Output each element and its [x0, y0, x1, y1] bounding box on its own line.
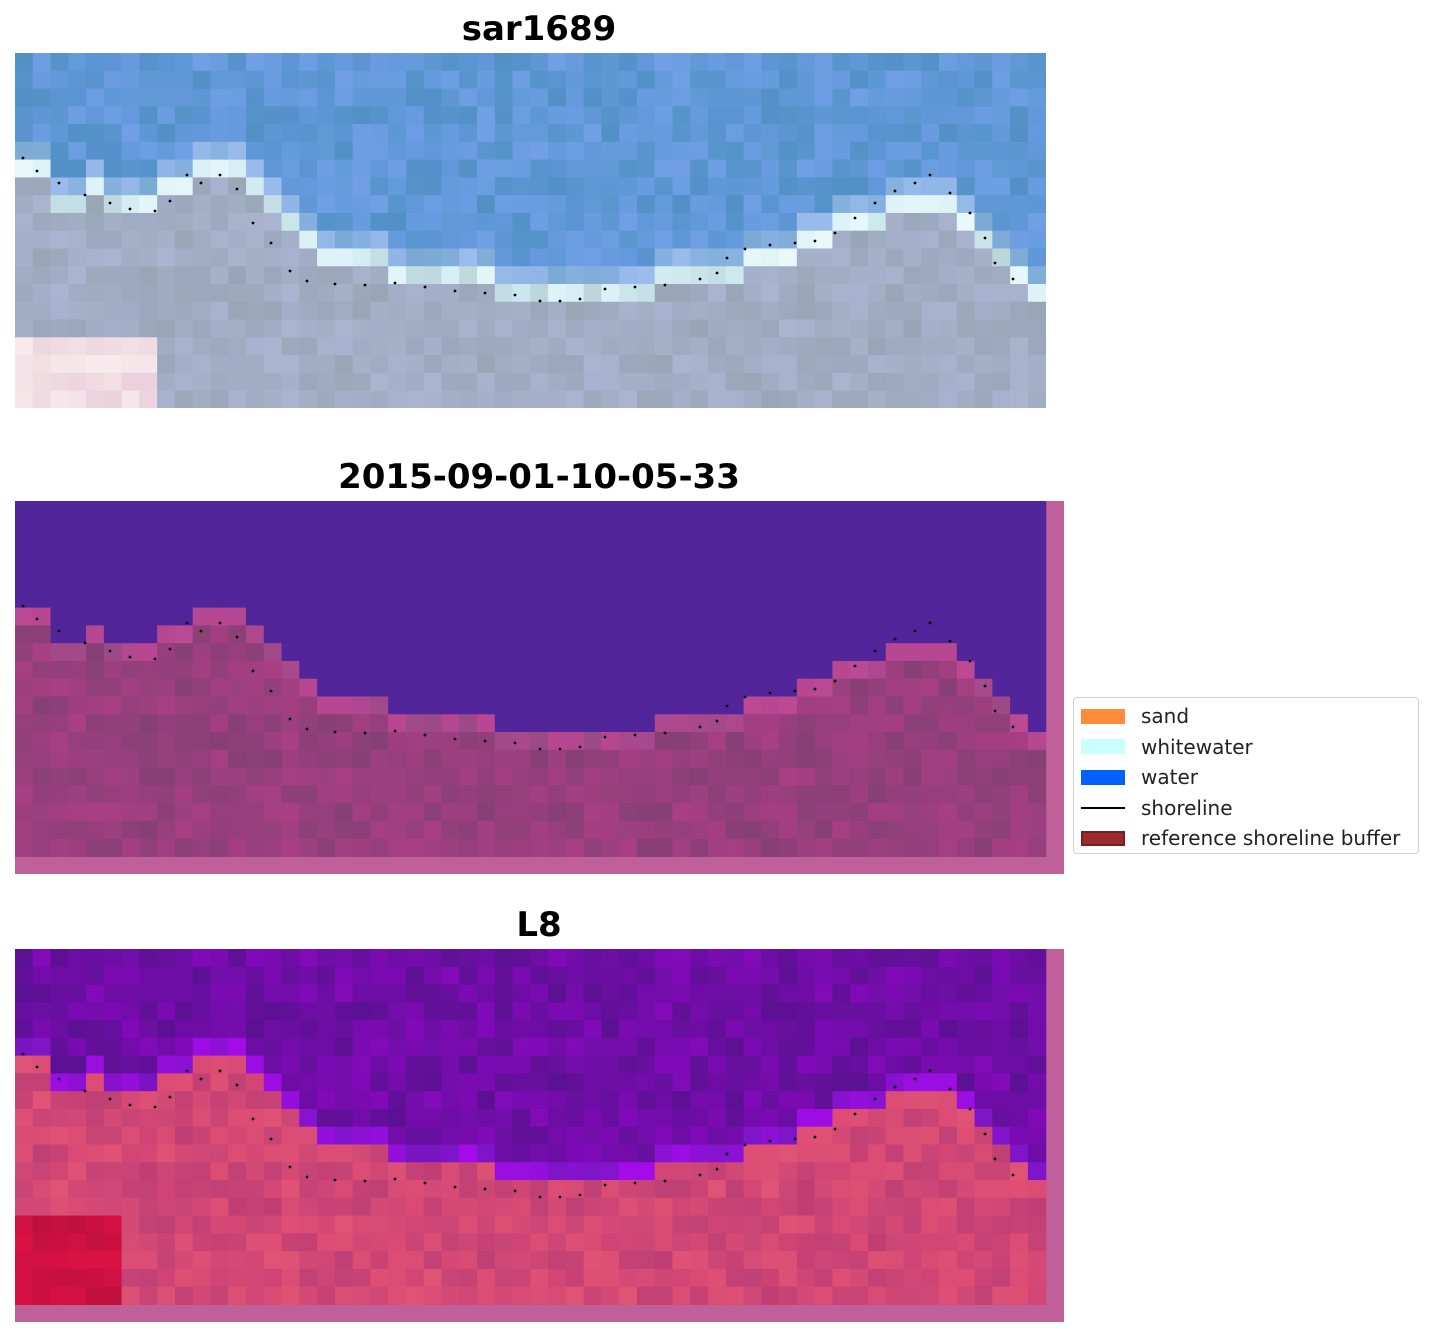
shoreline-points: [21, 604, 1015, 751]
legend-label: water: [1141, 765, 1198, 790]
legend-swatch: [1081, 708, 1125, 724]
panel-title-classified: 2015-09-01-10-05-33: [338, 457, 740, 497]
legend-label: whitewater: [1141, 734, 1253, 759]
image-pixels: [15, 949, 1047, 1305]
legend-label: sand: [1141, 704, 1190, 729]
legend-label: reference shoreline buffer: [1141, 826, 1401, 851]
legend-item-shoreline: shoreline: [1081, 793, 1411, 824]
legend-label: shoreline: [1141, 795, 1233, 820]
image-pixels: [15, 501, 1047, 857]
legend: sand whitewater water shoreline reference sh…: [1073, 697, 1419, 854]
legend-item-reference-shoreline-buffer: reference shoreline buffer: [1081, 823, 1411, 854]
panel-title-index: L8: [516, 905, 562, 945]
legend-item-water: water: [1081, 762, 1411, 793]
legend-swatch: [1081, 806, 1125, 809]
legend-swatch: [1081, 830, 1125, 846]
legend-swatch: [1081, 739, 1125, 755]
rgb-image-panel: [15, 53, 1046, 408]
image-pixels: [15, 53, 1046, 408]
panel-title-rgb: sar1689: [461, 9, 617, 49]
legend-item-whitewater: whitewater: [1081, 732, 1411, 763]
classified-image-panel: [15, 501, 1064, 874]
legend-swatch: [1081, 769, 1125, 785]
legend-item-sand: sand: [1081, 701, 1411, 732]
shoreline-points: [21, 1052, 1015, 1199]
index-image-panel: [15, 949, 1064, 1322]
shoreline-points: [21, 156, 1015, 303]
